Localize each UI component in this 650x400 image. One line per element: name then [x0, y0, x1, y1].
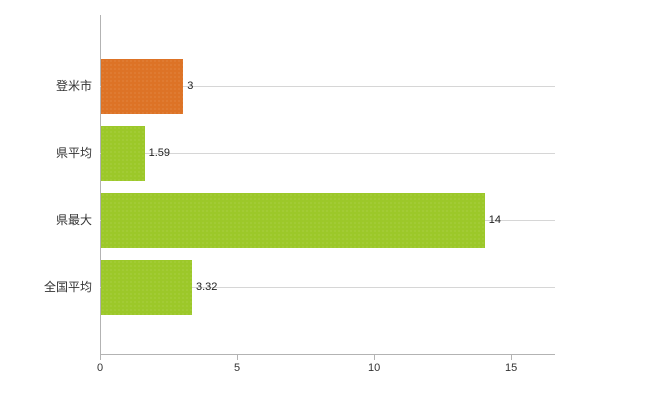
category-grid-line	[100, 153, 555, 154]
x-axis-tick-label: 5	[233, 362, 241, 374]
bar-3	[101, 192, 485, 248]
x-axis-tick-mark	[511, 355, 513, 360]
bar-2	[101, 125, 145, 181]
category-label: 登米市	[55, 79, 92, 93]
x-axis-tick-label: 10	[367, 362, 381, 374]
y-axis-line	[100, 15, 101, 355]
bar-value-label: 3.32	[196, 281, 218, 293]
category-grid-line	[100, 287, 555, 288]
bar-value-label: 1.59	[148, 147, 170, 159]
category-grid-line	[100, 86, 555, 87]
x-axis-tick-label: 15	[505, 362, 518, 374]
x-axis-tick-mark	[237, 355, 239, 360]
x-axis-line	[100, 354, 555, 355]
bar-1	[101, 58, 184, 114]
x-axis-tick-mark	[100, 355, 101, 360]
plot-area: 3 1.59 14 3.32 0 5 10 15	[97, 15, 555, 374]
category-label: 全国平均	[43, 280, 92, 294]
x-axis-tick-label: 0	[96, 362, 104, 374]
bar-value-label: 14	[488, 214, 501, 226]
category-label: 県最大	[55, 213, 92, 227]
bar-4	[101, 259, 192, 315]
bar-value-label: 3	[187, 80, 194, 92]
category-label: 県平均	[55, 146, 92, 160]
x-axis-tick-mark	[374, 355, 376, 360]
